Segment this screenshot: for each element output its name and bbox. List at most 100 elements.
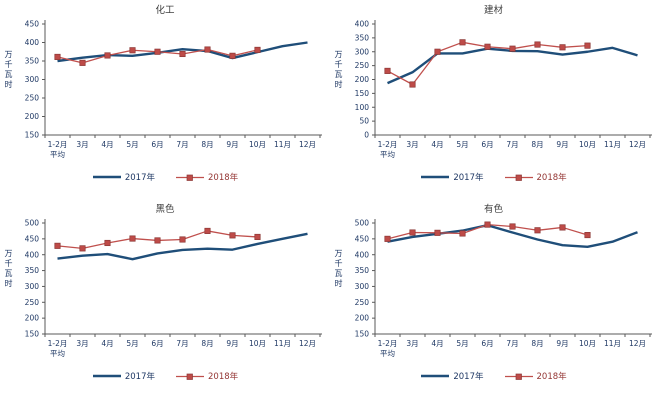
svg-text:400: 400 xyxy=(355,20,370,29)
line-marker-swatch-2018-icon xyxy=(176,373,204,380)
chart-title: 黑色 xyxy=(155,204,175,215)
svg-text:8月: 8月 xyxy=(531,140,543,149)
svg-text:7月: 7月 xyxy=(176,339,188,348)
svg-text:7月: 7月 xyxy=(506,339,518,348)
svg-text:1-2月: 1-2月 xyxy=(48,339,68,348)
legend-label-2018: 2018年 xyxy=(208,372,239,382)
svg-text:4月: 4月 xyxy=(431,339,443,348)
svg-text:9月: 9月 xyxy=(226,140,238,149)
svg-text:3月: 3月 xyxy=(76,339,88,348)
chart-body: 万千瓦时 150 200 250 300 350 400 450 500 1-2月 平均 3月 4月 5… xyxy=(0,217,330,367)
svg-text:3月: 3月 xyxy=(406,140,418,149)
svg-text:8月: 8月 xyxy=(531,339,543,348)
svg-text:10月: 10月 xyxy=(249,140,266,149)
svg-text:4月: 4月 xyxy=(101,339,113,348)
chart-body: 万千瓦时 0 50 100 150 200 250 300 350 400 1-2月 平均 3月 4月 5… xyxy=(330,18,657,168)
legend-label-2018: 2018年 xyxy=(536,372,567,382)
chart-title: 有色 xyxy=(483,204,503,215)
chart-body: 万千瓦时 150 200 250 300 350 400 450 500 1-2月 平均 3月 4月 5… xyxy=(330,217,657,367)
y-axis-title: 万千瓦时 xyxy=(4,50,13,90)
svg-text:200: 200 xyxy=(25,112,40,121)
svg-text:150: 150 xyxy=(355,89,370,98)
svg-text:6月: 6月 xyxy=(481,339,493,348)
svg-text:1-2月: 1-2月 xyxy=(378,140,398,149)
svg-text:400: 400 xyxy=(25,38,40,47)
svg-text:50: 50 xyxy=(359,117,369,126)
svg-text:300: 300 xyxy=(355,47,370,56)
y-axis-title: 万千瓦时 xyxy=(4,249,13,289)
svg-text:8月: 8月 xyxy=(201,339,213,348)
svg-text:350: 350 xyxy=(355,266,370,275)
svg-text:150: 150 xyxy=(355,330,370,339)
svg-text:11月: 11月 xyxy=(274,140,291,149)
svg-text:11月: 11月 xyxy=(274,339,291,348)
line-swatch-2017-icon xyxy=(421,175,450,179)
svg-text:400: 400 xyxy=(355,250,370,259)
chart-ferrous-metals: 黑色 万千瓦时 150 200 250 300 350 400 450 500 1-2月 平均 3月… xyxy=(0,199,330,403)
svg-text:450: 450 xyxy=(25,234,40,243)
legend-item-2017: 2017年 xyxy=(420,370,484,382)
svg-text:200: 200 xyxy=(355,314,370,323)
line-swatch-2017-icon xyxy=(421,374,450,378)
svg-text:12月: 12月 xyxy=(299,339,316,348)
svg-text:6月: 6月 xyxy=(481,140,493,149)
legend-item-2018: 2018年 xyxy=(504,370,567,382)
svg-text:5月: 5月 xyxy=(126,339,138,348)
chart-nonferrous-metals: 有色 万千瓦时 150 200 250 300 350 400 450 500 1-2月 平均 3月… xyxy=(330,199,657,403)
legend-label-2017: 2017年 xyxy=(124,173,155,183)
svg-text:10月: 10月 xyxy=(249,339,266,348)
legend-item-2017: 2017年 xyxy=(92,171,155,183)
line-marker-swatch-2018-icon xyxy=(504,373,533,380)
svg-text:3月: 3月 xyxy=(406,339,418,348)
svg-text:12月: 12月 xyxy=(629,339,646,348)
svg-text:11月: 11月 xyxy=(604,140,621,149)
line-swatch-2017-icon xyxy=(92,374,121,378)
svg-text:9月: 9月 xyxy=(556,140,568,149)
svg-text:500: 500 xyxy=(355,219,370,228)
svg-text:平均: 平均 xyxy=(50,149,65,159)
svg-text:平均: 平均 xyxy=(380,149,395,159)
svg-text:1-2月: 1-2月 xyxy=(378,339,398,348)
svg-text:250: 250 xyxy=(355,298,370,307)
chart-building-materials: 建材 万千瓦时 0 50 100 150 200 250 300 350 400 1-2月 平均 3月… xyxy=(330,0,657,199)
svg-text:200: 200 xyxy=(355,75,370,84)
svg-text:150: 150 xyxy=(25,330,40,339)
svg-text:300: 300 xyxy=(355,282,370,291)
svg-text:4月: 4月 xyxy=(101,140,113,149)
legend-label-2018: 2018年 xyxy=(208,173,239,183)
line-swatch-2017-icon xyxy=(92,175,121,179)
line-marker-swatch-2018-icon xyxy=(176,174,204,181)
chart-title: 化工 xyxy=(155,5,175,16)
svg-text:250: 250 xyxy=(25,298,40,307)
svg-text:350: 350 xyxy=(355,33,370,42)
chart-chemical: 化工 万千瓦时 150 200 250 300 350 400 450 1-2月 平均 3月 4月 5… xyxy=(0,0,330,199)
svg-text:350: 350 xyxy=(25,57,40,66)
svg-text:10月: 10月 xyxy=(579,140,596,149)
svg-text:200: 200 xyxy=(25,314,40,323)
y-axis-title: 万千瓦时 xyxy=(334,249,343,289)
svg-text:平均: 平均 xyxy=(380,348,395,358)
svg-text:7月: 7月 xyxy=(506,140,518,149)
svg-text:5月: 5月 xyxy=(456,339,468,348)
svg-text:300: 300 xyxy=(25,75,40,84)
svg-text:6月: 6月 xyxy=(151,140,163,149)
svg-text:350: 350 xyxy=(25,266,40,275)
svg-text:250: 250 xyxy=(355,61,370,70)
svg-text:5月: 5月 xyxy=(126,140,138,149)
legend: 2017年 2018年 xyxy=(330,169,657,185)
legend-item-2018: 2018年 xyxy=(175,370,238,382)
svg-text:4月: 4月 xyxy=(431,140,443,149)
legend: 2017年 2018年 xyxy=(0,169,330,185)
svg-text:1-2月: 1-2月 xyxy=(48,140,68,149)
svg-text:12月: 12月 xyxy=(629,140,646,149)
svg-text:450: 450 xyxy=(355,234,370,243)
chart-title: 建材 xyxy=(483,5,503,16)
legend: 2017年 2018年 xyxy=(330,368,657,384)
svg-text:150: 150 xyxy=(25,131,40,140)
legend-item-2017: 2017年 xyxy=(420,171,484,183)
